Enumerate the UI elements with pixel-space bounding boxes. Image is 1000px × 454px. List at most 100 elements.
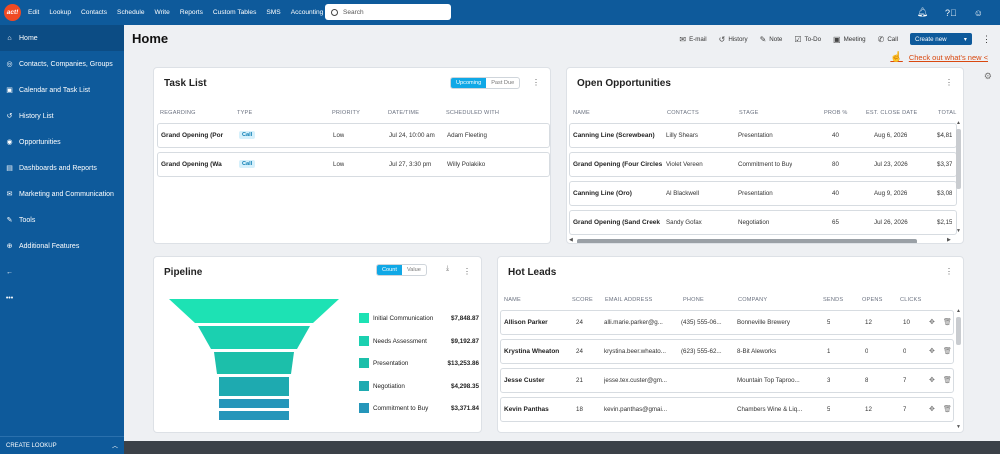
menu-lookup[interactable]: Lookup	[49, 9, 72, 16]
menu-edit[interactable]: Edit	[28, 9, 40, 16]
sidebar-item-calendar[interactable]: ▣ Calendar and Task List	[0, 77, 124, 103]
scroll-right-arrow-icon[interactable]: ▶	[947, 237, 951, 243]
value-toggle[interactable]: Value	[406, 267, 421, 273]
count-toggle[interactable]: Count	[377, 265, 402, 275]
lead-name[interactable]: Kevin Panthas	[504, 406, 549, 413]
sidebar-item-contacts[interactable]: ◎ Contacts, Companies, Groups	[0, 51, 124, 77]
upcoming-toggle[interactable]: Upcoming	[451, 78, 487, 88]
table-row[interactable]: Jesse Custer 21 jesse.tex.custer@gm... M…	[500, 368, 954, 393]
past-due-toggle[interactable]: Past Due	[491, 80, 515, 86]
menu-custom-tables[interactable]: Custom Tables	[212, 9, 257, 16]
move-icon[interactable]: ✥	[929, 348, 935, 355]
task-regarding[interactable]: Grand Opening (Wa	[161, 161, 222, 168]
lead-name[interactable]: Krystina Wheaton	[504, 348, 560, 355]
pipeline-title: Pipeline	[164, 267, 203, 278]
table-row[interactable]: Canning Line (Oro) Al Blackwell Presenta…	[569, 181, 957, 206]
trash-icon[interactable]: 🗑︎	[943, 348, 952, 355]
bell-icon[interactable]: 🔔︎	[916, 7, 929, 17]
sidebar-item-additional-features[interactable]: ⊕ Additional Features	[0, 233, 124, 259]
scroll-down-arrow-icon[interactable]: ▼	[956, 424, 961, 430]
sidebar-item-label: History List	[19, 112, 54, 120]
whats-new-link[interactable]: ☝ Check out what's new <	[890, 52, 988, 63]
funnel-stage-2[interactable]	[198, 326, 310, 349]
email-action-label: E-mail	[689, 35, 707, 43]
menu-accounting[interactable]: Accounting	[290, 9, 324, 16]
table-row[interactable]: Kevin Panthas 18 kevin.panthas@gmai... C…	[500, 397, 954, 422]
table-row[interactable]: Krystina Wheaton 24 krystina.beer.wheato…	[500, 339, 954, 364]
todo-action-button[interactable]: ☑ To-Do	[794, 35, 821, 44]
funnel-stage-1[interactable]	[169, 299, 339, 323]
create-lookup-bar[interactable]: CREATE LOOKUP ︿	[0, 436, 124, 454]
lead-name[interactable]: Jesse Custer	[504, 377, 545, 384]
search-input[interactable]: Search	[325, 4, 451, 20]
sidebar-item-marketing[interactable]: ✉ Marketing and Communication	[0, 181, 124, 207]
opportunity-name[interactable]: Grand Opening (Four Circles	[573, 161, 663, 168]
pipeline-more-icon[interactable]: ⋮	[463, 267, 471, 276]
call-action-button[interactable]: ✆ Call	[878, 35, 898, 44]
trash-icon[interactable]: 🗑︎	[943, 319, 952, 326]
email-action-button[interactable]: ✉ E-mail	[679, 35, 706, 44]
act-logo[interactable]: act!	[4, 4, 21, 21]
create-new-button[interactable]: Create new ▾	[910, 33, 972, 45]
funnel-stage-3[interactable]	[214, 352, 294, 374]
vertical-scrollbar[interactable]	[956, 317, 961, 345]
funnel-stage-5[interactable]	[219, 399, 289, 408]
lead-company: Chambers Wine & Liq...	[737, 406, 803, 413]
vertical-scrollbar[interactable]	[956, 129, 961, 189]
menu-contacts[interactable]: Contacts	[81, 9, 108, 16]
sidebar-item-label: Contacts, Companies, Groups	[19, 60, 113, 68]
menu-schedule[interactable]: Schedule	[117, 9, 145, 16]
funnel-stage-4[interactable]	[219, 377, 289, 396]
scroll-up-arrow-icon[interactable]: ▲	[956, 308, 961, 314]
table-row[interactable]: Grand Opening (Wa Call Low Jul 27, 3:30 …	[157, 152, 550, 177]
note-icon: ✎	[759, 34, 767, 44]
chevron-up-icon: ︿	[111, 444, 118, 450]
sidebar-item-history[interactable]: ↺ History List	[0, 103, 124, 129]
legend-value: $3,371.84	[450, 404, 479, 412]
menu-reports[interactable]: Reports	[179, 9, 203, 16]
sidebar-item-label: Dashboards and Reports	[19, 164, 97, 172]
help-icon[interactable]: ?⃝	[945, 7, 957, 18]
menu-write[interactable]: Write	[154, 9, 170, 16]
opportunity-name[interactable]: Canning Line (Screwbean)	[573, 132, 655, 139]
task-datetime: Jul 27, 3:30 pm	[389, 161, 432, 168]
table-row[interactable]: Allison Parker 24 alli.marie.parker@g...…	[500, 310, 954, 335]
move-icon[interactable]: ✥	[929, 406, 935, 413]
sidebar-item-opportunities[interactable]: ◉ Opportunities	[0, 129, 124, 155]
task-regarding[interactable]: Grand Opening (Por	[161, 132, 224, 139]
move-icon[interactable]: ✥	[929, 319, 935, 326]
table-row[interactable]: Grand Opening (Por Call Low Jul 24, 10:0…	[157, 123, 550, 148]
scroll-left-arrow-icon[interactable]: ◀	[569, 237, 573, 243]
page-more-icon[interactable]: ⋮	[982, 34, 991, 44]
opportunities-more-icon[interactable]: ⋮	[945, 78, 953, 87]
opportunity-name[interactable]: Grand Opening (Sand Creek	[573, 219, 661, 226]
lead-name[interactable]: Allison Parker	[504, 319, 548, 326]
download-icon[interactable]: ⤓	[446, 265, 450, 272]
funnel-stage-6[interactable]	[219, 411, 289, 420]
move-icon[interactable]: ✥	[929, 377, 935, 384]
opportunity-name[interactable]: Canning Line (Oro)	[573, 190, 632, 197]
more-button[interactable]: •••	[0, 285, 124, 311]
task-list-more-icon[interactable]: ⋮	[532, 78, 540, 87]
call-action-label: Call	[887, 35, 898, 43]
trash-icon[interactable]: 🗑︎	[943, 377, 952, 384]
table-row[interactable]: Grand Opening (Sand Creek Sandy Gofax Ne…	[569, 210, 957, 235]
history-action-button[interactable]: ↺ History	[719, 35, 748, 44]
scroll-down-arrow-icon[interactable]: ▼	[956, 228, 961, 234]
menu-sms[interactable]: SMS	[266, 9, 281, 16]
legend-swatch	[359, 381, 369, 391]
horizontal-scrollbar[interactable]	[577, 239, 917, 243]
sidebar-item-dashboards[interactable]: ▤ Dashboards and Reports	[0, 155, 124, 181]
hot-leads-more-icon[interactable]: ⋮	[945, 267, 953, 276]
sidebar-item-home[interactable]: ⌂ Home	[0, 25, 124, 51]
collapse-sidebar-button[interactable]: ←	[0, 259, 124, 285]
gear-icon[interactable]: ⚙	[983, 71, 992, 81]
user-icon[interactable]: ☺	[973, 7, 983, 18]
note-action-button[interactable]: ✎ Note	[760, 35, 783, 44]
table-row[interactable]: Canning Line (Screwbean) Lilly Shears Pr…	[569, 123, 957, 148]
scroll-up-arrow-icon[interactable]: ▲	[956, 120, 961, 126]
trash-icon[interactable]: 🗑︎	[943, 406, 952, 413]
table-row[interactable]: Grand Opening (Four Circles Violet Veree…	[569, 152, 957, 177]
sidebar-item-tools[interactable]: ✎ Tools	[0, 207, 124, 233]
meeting-action-button[interactable]: ▣ Meeting	[833, 35, 866, 44]
